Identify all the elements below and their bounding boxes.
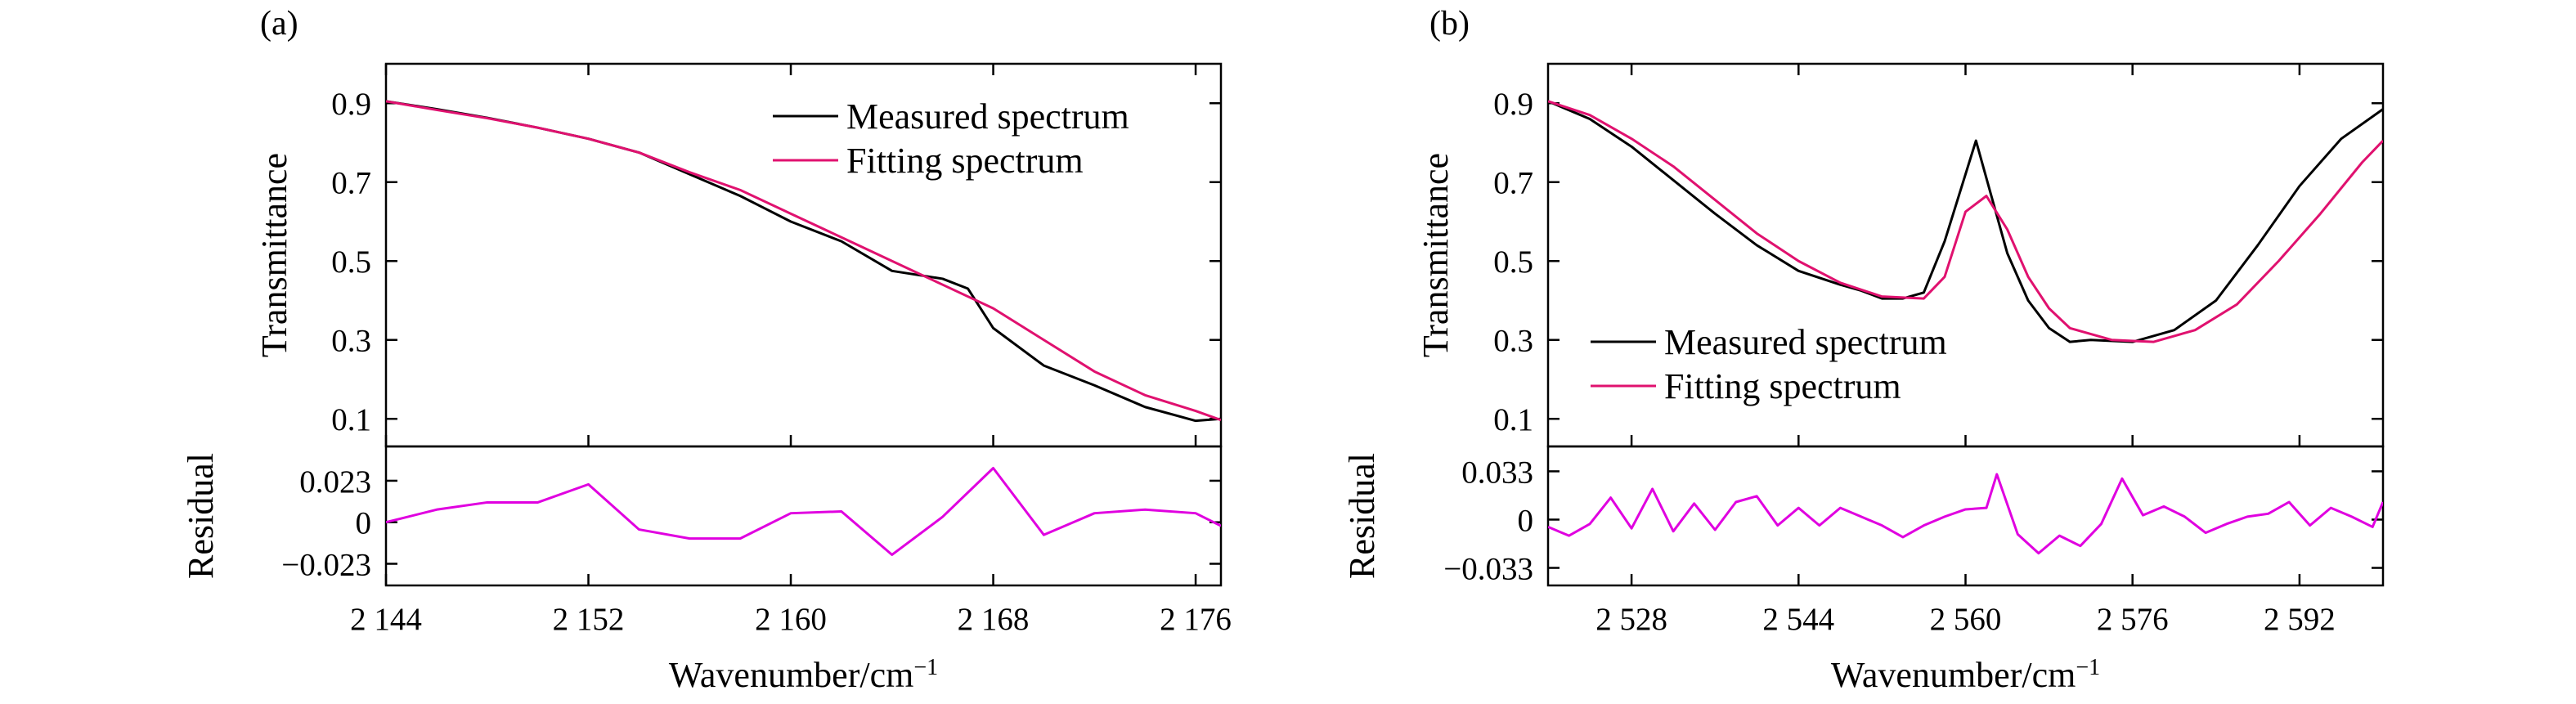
top-y-axis-label: Transmittance xyxy=(254,153,294,357)
panel-b: (b) 0.1 0.3 0.5 0.7 0.9 −0.033 0 0.033 2 528 2 544… xyxy=(1342,5,2385,696)
bottom-y-axis-label: Residual xyxy=(181,453,221,579)
series-line-fitting xyxy=(1548,100,2383,343)
x-tick-label: 2 592 xyxy=(2264,602,2336,637)
top-y-tick-label: 0.3 xyxy=(331,324,371,359)
residual-line xyxy=(386,466,1221,556)
x-axis-label-text: Wavenumber/cm xyxy=(1831,655,2076,695)
legend-label-measured: Measured spectrum xyxy=(1664,322,1947,362)
top-y-tick-label: 0.9 xyxy=(331,87,371,122)
x-axis-label-text: Wavenumber/cm xyxy=(669,655,913,695)
top-y-tick-label: 0.5 xyxy=(1493,244,1533,280)
bottom-y-tick-label: −0.033 xyxy=(1443,552,1533,587)
legend-label-measured: Measured spectrum xyxy=(846,96,1129,137)
top-y-tick-label: 0.3 xyxy=(1493,324,1533,359)
top-y-tick-label: 0.5 xyxy=(331,244,371,280)
top-y-tick-label: 0.9 xyxy=(1493,87,1533,122)
x-tick-label: 2 152 xyxy=(553,602,625,637)
bottom-y-tick-label: 0.033 xyxy=(1461,455,1533,490)
x-tick-label: 2 144 xyxy=(350,602,422,637)
panel-a: (a) 0.1 0.3 0.5 0.7 0.9 −0.023 0 0.023 2 144 2 152… xyxy=(181,5,1232,695)
top-y-tick-label: 0.1 xyxy=(331,402,371,437)
top-y-tick-label: 0.7 xyxy=(1493,166,1533,201)
bottom-y-tick-label: 0.023 xyxy=(299,464,371,500)
series-line-fitting xyxy=(386,100,1221,422)
x-tick-label: 2 160 xyxy=(755,602,827,637)
x-tick-label: 2 176 xyxy=(1160,602,1232,637)
legend-label-fitting: Fitting spectrum xyxy=(846,141,1084,181)
bottom-plot-frame xyxy=(384,445,1223,587)
bottom-y-tick-label: 0 xyxy=(356,506,372,541)
x-tick-label: 2 576 xyxy=(2097,602,2169,637)
x-tick-label: 2 168 xyxy=(958,602,1030,637)
x-tick-label: 2 544 xyxy=(1762,602,1834,637)
series-line-measured xyxy=(1548,100,2383,343)
top-y-tick-label: 0.1 xyxy=(1493,402,1533,437)
x-tick-label: 2 528 xyxy=(1595,602,1667,637)
x-tick-label: 2 560 xyxy=(1930,602,2002,637)
panel-label: (b) xyxy=(1429,5,1470,43)
x-axis-label: Wavenumber/cm−1 xyxy=(669,655,938,696)
x-axis-label-superscript: −1 xyxy=(913,655,938,680)
top-y-axis-label: Transmittance xyxy=(1416,153,1456,357)
x-axis-label-superscript: −1 xyxy=(2076,655,2100,680)
bottom-y-tick-label: 0 xyxy=(1518,503,1534,538)
residual-line xyxy=(1548,473,2383,555)
x-axis-label: Wavenumber/cm−1 xyxy=(1831,655,2100,696)
panel-label: (a) xyxy=(260,5,298,43)
bottom-y-axis-label: Residual xyxy=(1342,453,1382,579)
bottom-y-tick-label: −0.023 xyxy=(281,548,371,583)
legend-label-fitting: Fitting spectrum xyxy=(1664,366,1901,406)
top-y-tick-label: 0.7 xyxy=(331,166,371,201)
